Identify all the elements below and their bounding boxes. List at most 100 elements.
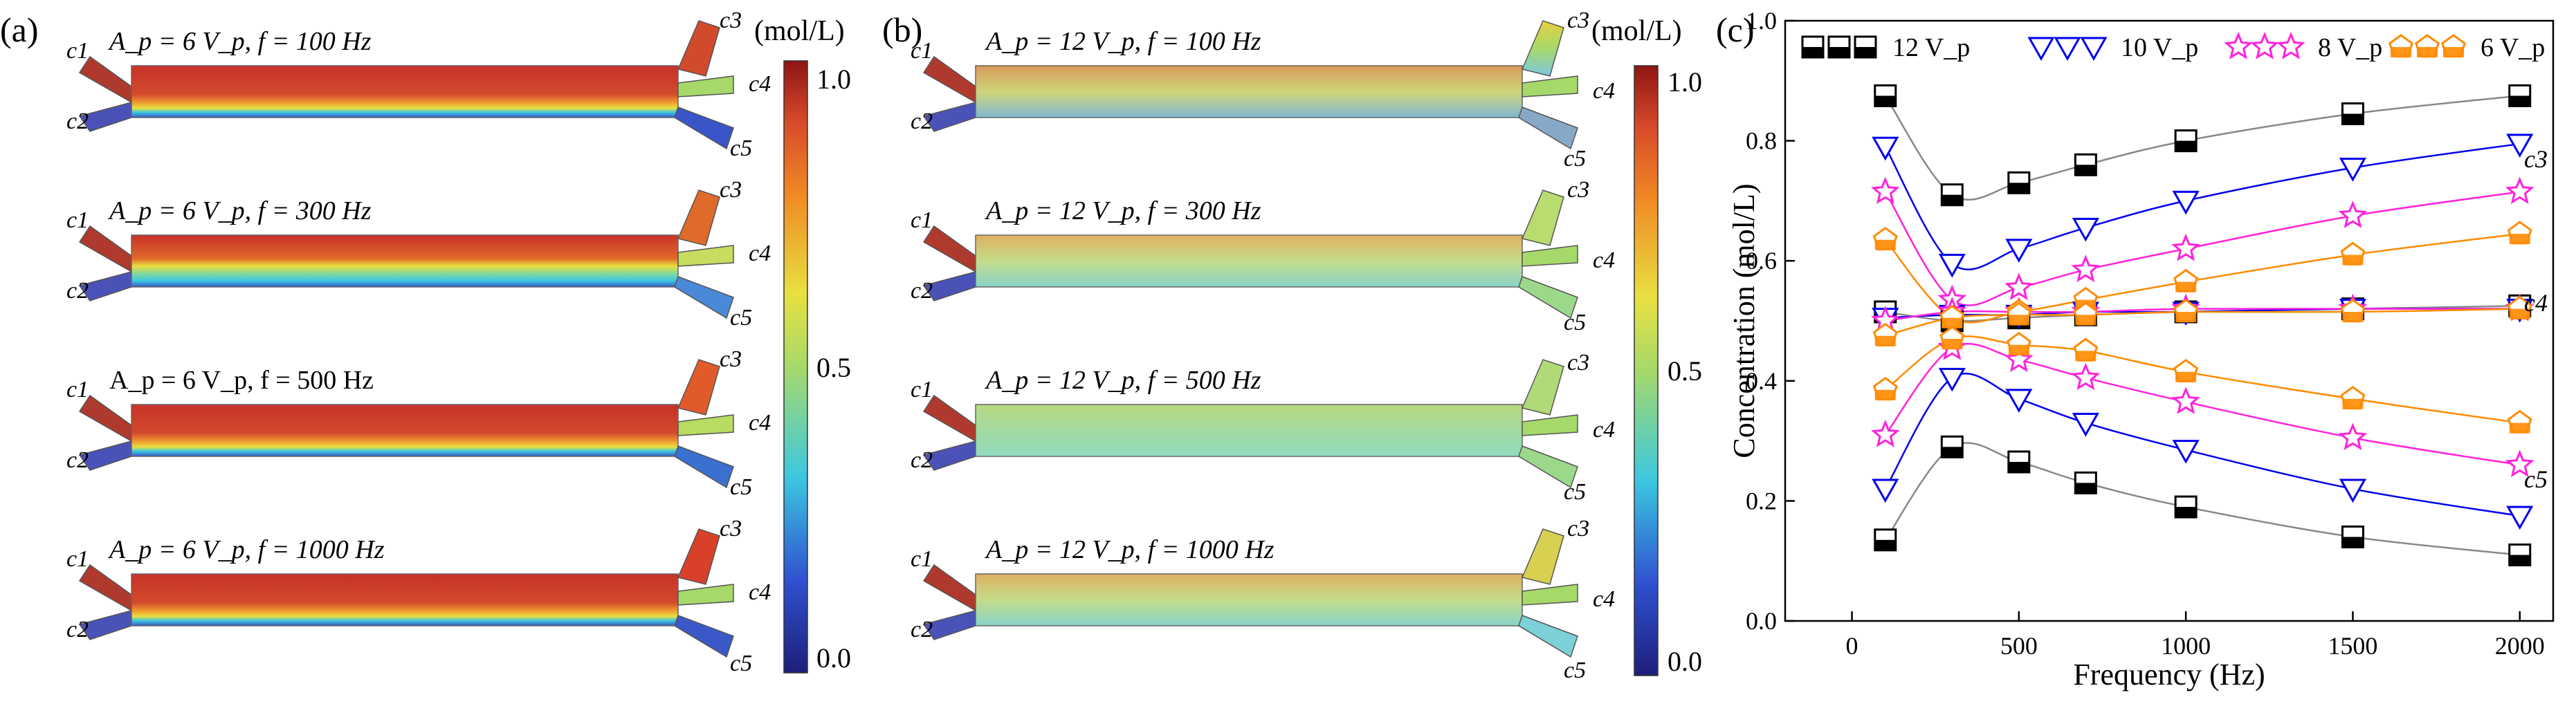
data-point-c4 — [1872, 322, 1898, 346]
data-point-c5 — [2172, 440, 2200, 464]
panel-c-chart: (c) 0 500 1000 1500 2000 0.0 0.2 0.4 0.6 0.8 1.0 1… — [1716, 7, 2555, 691]
panel-b-unit: (mol/L) — [1591, 15, 1682, 47]
data-point-c3 — [2340, 241, 2366, 266]
y-tick-label: 0.6 — [1746, 247, 1777, 275]
data-point-c5 — [2171, 387, 2200, 414]
inlet-c1-label: c1 — [911, 377, 933, 402]
legend-label: 8 V_p — [2318, 33, 2382, 62]
y-tick-label: 0.8 — [1746, 127, 1777, 155]
outlet-c5-label: c5 — [730, 474, 752, 500]
data-point-c3 — [1874, 84, 1897, 107]
legend-marker — [2027, 37, 2055, 62]
legend-marker — [2415, 34, 2440, 58]
legend-marker — [1827, 35, 1851, 59]
legend-label: 12 V_p — [1892, 33, 1970, 62]
data-point-c5 — [2073, 337, 2099, 362]
outlet-c4 — [677, 75, 734, 97]
inlet-c1-label: c1 — [66, 207, 89, 233]
data-point-c5 — [2341, 525, 2364, 548]
legend-marker — [2224, 32, 2253, 59]
inlet-c2-label: c2 — [66, 278, 89, 304]
x-tick-label: 500 — [2000, 632, 2038, 660]
outlet-c3-label: c3 — [720, 346, 742, 372]
mixer-b-title-1: A_p = 12 V_p, f = 100 Hz — [984, 27, 1261, 56]
inlet-c2-label: c2 — [66, 109, 89, 134]
mixer-b-row-3: A_p = 12 V_p, f = 500 Hz c1 c2 c3 c4 c5 — [911, 350, 1615, 505]
data-point-c3 — [2341, 102, 2364, 126]
outlet-c3 — [1521, 359, 1564, 416]
mixer-a-title-3: A_p = 6 V_p, f = 500 Hz — [109, 366, 374, 395]
mixer-a-row-4: A_p = 6 V_p, f = 1000 Hz c1 c2 c3 c4 c5 — [66, 516, 771, 676]
mixer-a-row-1: A_p = 6 V_p, f = 100 Hz c1 c2 c3 c4 c5 — [66, 8, 771, 161]
mixer-channel — [131, 234, 679, 288]
data-point-c5 — [2072, 413, 2099, 437]
plot-area — [1784, 19, 2555, 622]
legend-marker — [2054, 37, 2081, 62]
y-tick-label: 1.0 — [1746, 7, 1777, 35]
outlet-c5 — [674, 106, 734, 150]
mixer-channel — [131, 573, 679, 626]
inlet-c1-label: c1 — [66, 38, 89, 64]
data-point-c3 — [2007, 171, 2031, 194]
mixer-b-row-2: A_p = 12 V_p, f = 300 Hz c1 c2 c3 c4 c5 — [911, 177, 1615, 335]
data-point-c3 — [1872, 136, 1899, 161]
data-point-c3 — [2171, 233, 2200, 261]
colorbar-a-tick-max: 1.0 — [816, 64, 851, 95]
inlet-c2-label: c2 — [911, 617, 933, 642]
data-point-c3 — [2074, 153, 2097, 176]
outlet-c3 — [1521, 20, 1564, 77]
data-point-c3 — [2005, 239, 2033, 263]
panel-b: (b) (mol/L) 1.0 0.5 0.0 A_p = 12 V_p, f … — [882, 8, 1702, 683]
outlet-c5 — [1518, 615, 1578, 658]
legend-marker — [2441, 34, 2466, 58]
annotation-c3: c3 — [2524, 145, 2548, 173]
colorbar-a-tick-mid: 0.5 — [816, 352, 851, 383]
inlet-c2-label: c2 — [66, 447, 89, 473]
outlet-c5 — [1518, 445, 1578, 489]
outlet-c3-label: c3 — [720, 516, 742, 541]
outlet-c3 — [1521, 189, 1564, 246]
data-point-c5 — [1940, 435, 1964, 458]
annotation-c4: c4 — [2524, 289, 2548, 317]
y-tick-label: 0.4 — [1746, 367, 1777, 395]
data-point-c5 — [2339, 479, 2367, 503]
outlet-c5-label: c5 — [1564, 479, 1586, 505]
mixer-a-title-4: A_p = 6 V_p, f = 1000 Hz — [107, 535, 385, 564]
inlet-c1-label: c1 — [911, 207, 933, 233]
panel-a-label: (a) — [0, 10, 39, 49]
data-point-c5 — [2338, 422, 2368, 450]
data-point-c5 — [1939, 326, 1965, 350]
outlet-c3-label: c3 — [1567, 516, 1589, 541]
data-point-c5 — [2074, 471, 2097, 494]
colorbar-a-tick-min: 0.0 — [816, 642, 851, 674]
legend-marker — [2388, 34, 2413, 58]
data-point-c5 — [2005, 389, 2033, 413]
colorbar-a — [783, 60, 808, 674]
data-point-c3 — [2172, 190, 2200, 215]
mixer-channel — [975, 573, 1523, 626]
x-axis-label: Frequency (Hz) — [2073, 658, 2265, 691]
data-point-c5 — [1872, 479, 1899, 503]
data-point-c3 — [2508, 84, 2532, 107]
legend: 12 V_p 10 V_p 8 V_p 6 V_p — [1801, 32, 2545, 62]
outlet-c5 — [674, 445, 734, 489]
outlet-c4-label: c4 — [1593, 586, 1615, 612]
outlet-c3 — [677, 20, 720, 77]
inlet-c2-label: c2 — [911, 447, 933, 473]
outlet-c3 — [677, 359, 720, 416]
legend-label: 10 V_p — [2121, 33, 2198, 62]
data-point-c4 — [2006, 301, 2031, 326]
data-point-c3 — [2506, 133, 2534, 158]
data-point-c5 — [2004, 344, 2034, 373]
outlet-c5-label: c5 — [730, 651, 752, 676]
x-tick-label: 1500 — [2328, 632, 2377, 660]
outlet-c4 — [1522, 75, 1578, 97]
legend-marker — [2080, 37, 2108, 62]
data-point-c3 — [1938, 254, 1966, 278]
mixer-b-title-4: A_p = 12 V_p, f = 1000 Hz — [984, 535, 1275, 564]
data-point-c5 — [1938, 367, 1966, 392]
inlet-c1-label: c1 — [911, 38, 933, 64]
outlet-c5-label: c5 — [1564, 310, 1586, 335]
data-point-c5 — [2006, 331, 2031, 355]
inlet-c1-label: c1 — [911, 546, 933, 572]
